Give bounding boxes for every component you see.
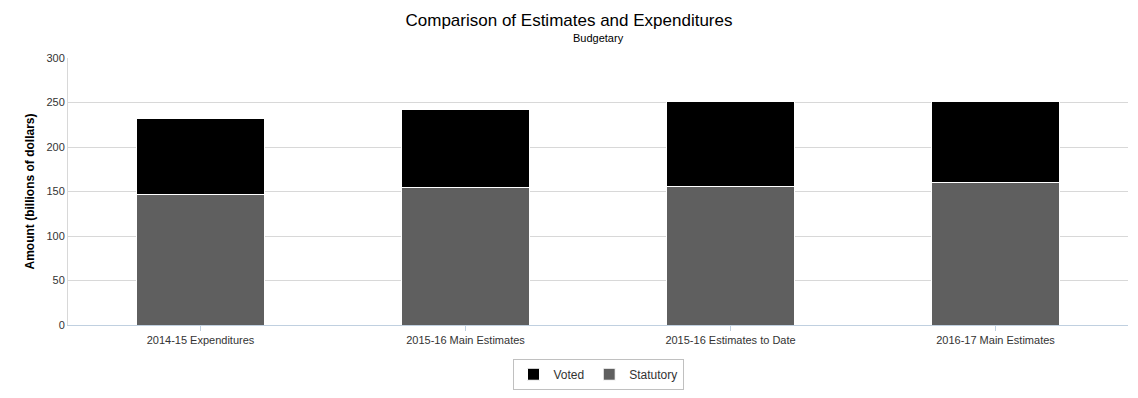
- svg-text:Amount (billions of dollars): Amount (billions of dollars): [23, 114, 37, 270]
- svg-text:150: 150: [46, 185, 64, 197]
- svg-text:Comparison of Estimates and Ex: Comparison of Estimates and Expenditures: [406, 11, 733, 30]
- svg-text:2015-16 Estimates to Date: 2015-16 Estimates to Date: [665, 334, 795, 346]
- svg-text:100: 100: [46, 230, 64, 242]
- svg-text:200: 200: [46, 141, 64, 153]
- svg-text:Voted: Voted: [554, 368, 585, 382]
- svg-text:Statutory: Statutory: [629, 368, 677, 382]
- svg-text:50: 50: [53, 274, 65, 286]
- svg-text:2015-16 Main Estimates: 2015-16 Main Estimates: [406, 334, 525, 346]
- svg-text:0: 0: [59, 319, 65, 331]
- svg-text:Budgetary: Budgetary: [573, 32, 624, 44]
- svg-text:300: 300: [46, 52, 64, 64]
- svg-text:2014-15 Expenditures: 2014-15 Expenditures: [147, 334, 255, 346]
- svg-text:250: 250: [46, 96, 64, 108]
- svg-text:2016-17 Main Estimates: 2016-17 Main Estimates: [936, 334, 1055, 346]
